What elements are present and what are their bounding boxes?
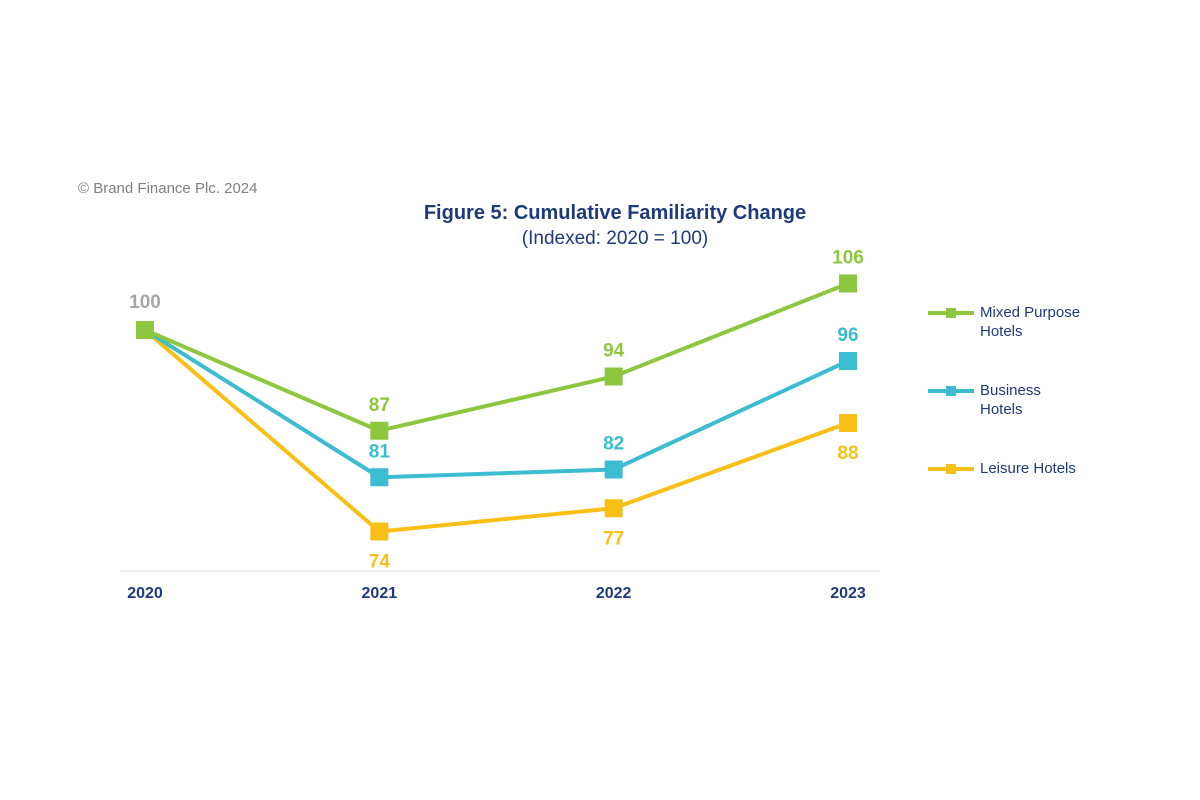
legend-label: Business Hotels [980,381,1130,419]
legend-label-line: Leisure Hotels [980,460,1076,477]
legend-swatch [928,386,974,396]
x-tick-label: 2020 [127,585,163,602]
data-point [839,352,857,370]
series-line [144,281,849,433]
data-label: 87 [369,395,390,416]
data-point [370,522,389,541]
data-point [136,321,154,339]
data-label: 77 [603,528,624,549]
data-point [839,414,857,432]
legend-swatch [928,308,974,318]
x-tick-label: 2022 [596,585,632,602]
data-point [604,460,623,479]
data-point [604,367,623,386]
chart-title: Figure 5: Cumulative Familiarity Change [423,202,807,224]
data-point [370,468,389,487]
legend-swatch [928,464,974,474]
series-line [143,328,849,480]
legend-label-line: Hotels [980,323,1023,340]
copyright-notice: © Brand Finance Plc. 2024 [78,180,258,197]
data-label: 74 [369,552,391,573]
data-point [604,499,623,518]
legend-label: Mixed Purpose Hotels [980,303,1130,341]
x-tick-label: 2023 [830,585,866,602]
legend-label-line: Hotels [980,401,1023,418]
chart-subtitle: (Indexed: 2020 = 100) [521,228,709,249]
data-point [839,274,857,293]
data-label: 106 [832,248,864,269]
data-label: 96 [837,325,858,346]
data-label: 81 [369,441,391,462]
legend-label-line: Mixed Purpose [980,304,1081,321]
data-label: 88 [837,443,858,464]
series-line [143,328,849,534]
data-point [370,421,389,440]
legend-label-line: Business [980,382,1041,399]
data-label: 94 [603,341,625,362]
legend-label: Leisure Hotels [980,459,1130,478]
data-label: 82 [603,434,624,455]
data-label-start: 100 [129,292,161,313]
x-tick-label: 2021 [362,585,398,602]
